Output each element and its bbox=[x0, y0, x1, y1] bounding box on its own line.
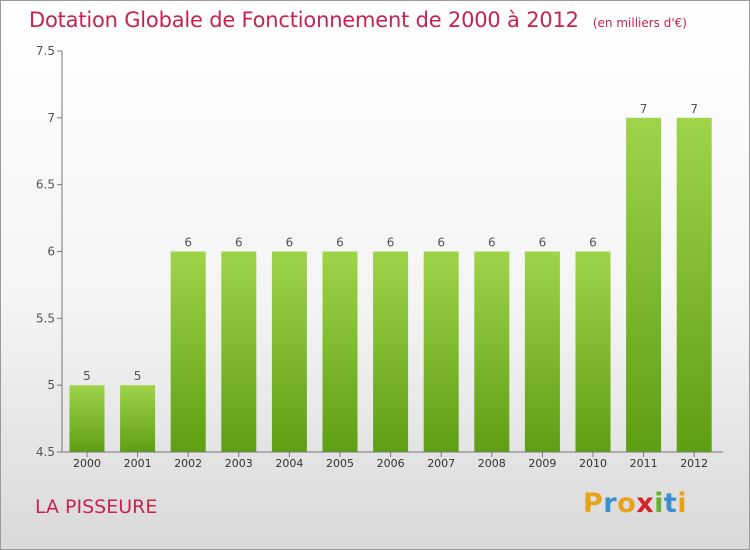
logo-letter: t bbox=[663, 488, 678, 519]
y-tick-label: 7 bbox=[47, 111, 55, 125]
y-tick-label: 5 bbox=[47, 378, 55, 392]
x-tick-label: 2006 bbox=[377, 457, 405, 470]
data-label-2012: 7 bbox=[690, 102, 698, 116]
bar-2003 bbox=[221, 251, 257, 452]
data-label-2008: 6 bbox=[488, 236, 496, 250]
y-tick-label: 6 bbox=[47, 245, 55, 259]
bar-2005 bbox=[322, 251, 358, 452]
x-tick-label: 2008 bbox=[478, 457, 506, 470]
bar-2006 bbox=[373, 251, 409, 452]
data-label-2009: 6 bbox=[539, 236, 547, 250]
logo-letter: r bbox=[603, 488, 618, 519]
data-label-2011: 7 bbox=[640, 102, 648, 116]
data-label-2010: 6 bbox=[589, 236, 597, 250]
y-tick-label: 4.5 bbox=[36, 445, 55, 459]
logo-letter: x bbox=[636, 488, 655, 519]
bar-2012 bbox=[676, 117, 712, 453]
bar-2004 bbox=[271, 251, 307, 452]
bar-2008 bbox=[474, 251, 510, 452]
x-tick-label: 2002 bbox=[174, 457, 202, 470]
x-tick-label: 2009 bbox=[528, 457, 556, 470]
y-tick-label: 5.5 bbox=[36, 311, 55, 325]
bar-2000 bbox=[69, 385, 105, 452]
x-tick-label: 2003 bbox=[225, 457, 253, 470]
data-label-2004: 6 bbox=[286, 236, 294, 250]
data-label-2002: 6 bbox=[184, 236, 192, 250]
x-tick-label: 2011 bbox=[630, 457, 658, 470]
chart-title: Dotation Globale de Fonctionnement de 20… bbox=[29, 8, 579, 32]
logo-letter: o bbox=[617, 488, 637, 519]
y-tick-label: 6.5 bbox=[36, 178, 55, 192]
bar-2007 bbox=[423, 251, 459, 452]
proxiti-logo[interactable]: Proxiti bbox=[583, 488, 687, 519]
logo-letter: P bbox=[583, 488, 604, 519]
data-label-2007: 6 bbox=[437, 236, 445, 250]
bar-2009 bbox=[524, 251, 560, 452]
x-tick-label: 2001 bbox=[124, 457, 152, 470]
logo-letter: i bbox=[677, 488, 688, 519]
x-tick-label: 2000 bbox=[73, 457, 101, 470]
commune-name: LA PISSEURE bbox=[35, 496, 158, 518]
y-tick-label: 7.5 bbox=[36, 44, 55, 58]
logo-letter: i bbox=[654, 488, 664, 519]
x-tick-label: 2004 bbox=[275, 457, 303, 470]
data-label-2006: 6 bbox=[387, 236, 395, 250]
chart-subtitle: (en milliers d'€) bbox=[592, 16, 687, 30]
x-tick-label: 2010 bbox=[579, 457, 607, 470]
bar-2011 bbox=[626, 117, 662, 453]
bar-2001 bbox=[120, 385, 156, 452]
chart-title-block: Dotation Globale de Fonctionnement de 20… bbox=[29, 8, 687, 32]
x-tick-label: 2012 bbox=[680, 457, 708, 470]
data-label-2005: 6 bbox=[336, 236, 344, 250]
x-tick-label: 2007 bbox=[427, 457, 455, 470]
bar-2002 bbox=[170, 251, 206, 452]
bar-2010 bbox=[575, 251, 611, 452]
data-label-2003: 6 bbox=[235, 236, 243, 250]
data-label-2000: 5 bbox=[83, 369, 91, 383]
x-tick-label: 2005 bbox=[326, 457, 354, 470]
data-label-2001: 5 bbox=[134, 369, 142, 383]
